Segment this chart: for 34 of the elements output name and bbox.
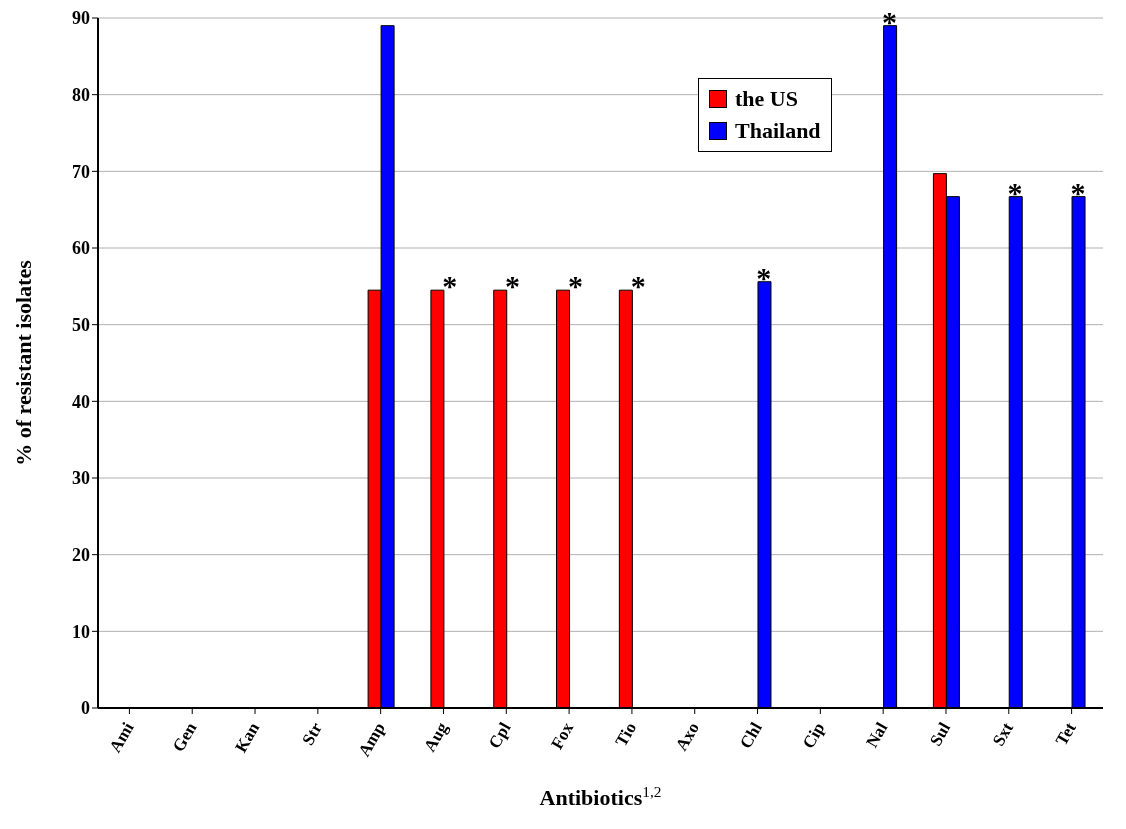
- y-tick-label: 50: [72, 315, 90, 336]
- annotation: *: [505, 269, 521, 303]
- y-tick-label: 30: [72, 468, 90, 489]
- x-tick-label: Cip: [798, 719, 829, 752]
- x-tick-label: Str: [298, 718, 327, 749]
- annotation: *: [1007, 175, 1023, 209]
- annotation: *: [630, 269, 646, 303]
- x-tick-label: Axo: [671, 719, 703, 755]
- y-tick-label: 20: [72, 545, 90, 566]
- y-tick-label: 10: [72, 621, 90, 642]
- x-tick-label: Sxt: [988, 718, 1018, 750]
- x-axis-title: Antibiotics$^{1,2}$: [539, 782, 662, 810]
- y-tick-label: 70: [72, 161, 90, 182]
- x-tick-label: Fox: [547, 718, 578, 753]
- annotation: *: [881, 4, 897, 38]
- annotation: *: [567, 269, 583, 303]
- y-tick-label: 90: [72, 8, 90, 29]
- legend-label: Thailand: [735, 117, 821, 145]
- annotation: *: [756, 260, 772, 294]
- x-tick-label: Tio: [611, 719, 641, 750]
- y-axis-title: % of resistant isolates: [10, 259, 36, 466]
- annotation: *: [1070, 175, 1086, 209]
- annotation: *: [442, 269, 458, 303]
- y-tick-label: 40: [72, 391, 90, 412]
- x-tick-label: Tet: [1051, 718, 1080, 749]
- x-tick-label: Sul: [925, 719, 955, 750]
- legend-label: the US: [735, 85, 798, 113]
- x-tick-label: Nal: [862, 719, 892, 751]
- y-tick-label: 0: [81, 698, 90, 719]
- y-tick-label: 60: [72, 238, 90, 259]
- x-tick-label: Gen: [168, 718, 201, 755]
- x-tick-label: Cpl: [484, 719, 515, 752]
- y-tick-label: 80: [72, 85, 90, 106]
- x-tick-label: Chl: [736, 719, 766, 752]
